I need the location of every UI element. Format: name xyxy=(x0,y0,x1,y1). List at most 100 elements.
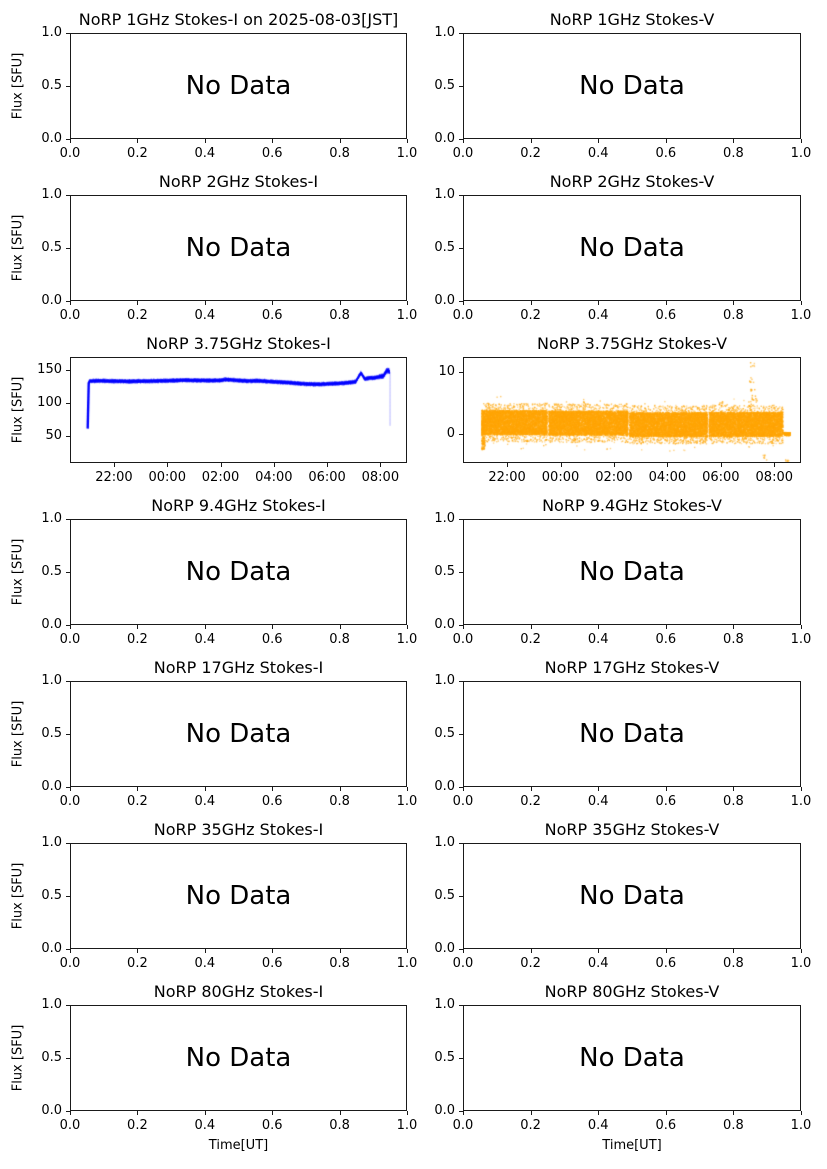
y-tick-mark xyxy=(66,519,70,520)
x-tick-mark xyxy=(463,787,464,791)
x-tick-mark xyxy=(339,625,341,629)
y-tick-mark xyxy=(66,1005,70,1006)
y-tick-mark xyxy=(459,301,463,302)
no-data-label: No Data xyxy=(185,233,292,263)
y-tick-mark xyxy=(459,1005,463,1006)
x-tick-label: 0.8 xyxy=(329,956,350,971)
y-axis-label: Flux [SFU] xyxy=(10,538,26,606)
x-tick-mark xyxy=(70,139,71,143)
x-tick-mark xyxy=(204,625,206,629)
y-tick-mark xyxy=(66,1058,70,1059)
x-tick-label: 1.0 xyxy=(396,956,418,971)
x-tick-mark xyxy=(801,625,802,629)
plot-title: NoRP 1GHz Stokes-V xyxy=(549,10,715,29)
x-tick-mark xyxy=(70,1111,71,1115)
x-tick-label: 0.0 xyxy=(452,956,474,971)
x-tick-mark xyxy=(339,301,341,305)
y-tick-mark xyxy=(459,433,463,435)
plot-title: NoRP 80GHz Stokes-V xyxy=(544,982,720,1001)
x-tick-mark xyxy=(137,625,139,629)
y-tick-label: 1.0 xyxy=(41,997,62,1012)
y-tick-mark xyxy=(459,139,463,140)
x-tick-mark xyxy=(720,463,722,467)
x-tick-mark xyxy=(339,139,341,143)
x-tick-mark xyxy=(407,301,408,305)
x-tick-mark xyxy=(733,139,735,143)
x-tick-label: 0.0 xyxy=(59,308,81,323)
x-tick-mark xyxy=(598,949,600,953)
y-tick-label: 0.0 xyxy=(434,779,455,794)
x-tick-mark xyxy=(733,625,735,629)
plot-axes-box xyxy=(70,1005,407,1111)
x-tick-mark xyxy=(204,301,206,305)
y-tick-label: 1.0 xyxy=(434,25,455,40)
x-tick-mark xyxy=(70,301,71,305)
x-tick-mark xyxy=(665,949,667,953)
x-tick-mark xyxy=(407,1111,408,1115)
y-tick-label: 0 xyxy=(446,425,455,441)
plot-title: NoRP 3.75GHz Stokes-V xyxy=(536,334,728,353)
plot-axes-box xyxy=(463,519,801,625)
x-tick-mark xyxy=(801,949,802,953)
y-tick-label: 1.0 xyxy=(434,187,455,202)
y-tick-label: 50 xyxy=(45,427,62,443)
x-tick-mark xyxy=(801,787,802,791)
x-tick-mark xyxy=(598,625,600,629)
x-tick-label: 06:00 xyxy=(702,470,740,485)
x-tick-mark xyxy=(272,1111,274,1115)
y-tick-label: 10 xyxy=(438,364,455,380)
x-tick-label: 02:00 xyxy=(201,470,240,485)
x-tick-mark xyxy=(272,949,274,953)
x-tick-mark xyxy=(733,301,735,305)
x-tick-label: 1.0 xyxy=(396,146,418,161)
x-tick-mark xyxy=(204,139,206,143)
x-tick-mark xyxy=(463,1111,464,1115)
y-tick-mark xyxy=(66,1111,70,1112)
plot-axes-box xyxy=(463,195,801,301)
x-tick-label: 0.2 xyxy=(127,632,148,647)
x-tick-label: 0.2 xyxy=(520,632,541,647)
x-tick-label: 1.0 xyxy=(396,308,418,323)
plot-axes-box xyxy=(463,33,801,139)
x-tick-label: 08:00 xyxy=(361,470,400,485)
x-tick-label: 0.4 xyxy=(587,632,609,647)
x-tick-mark xyxy=(733,1111,735,1115)
no-data-label: No Data xyxy=(579,71,685,101)
x-tick-mark xyxy=(272,301,274,305)
x-tick-label: 0.6 xyxy=(261,956,283,971)
no-data-label: No Data xyxy=(579,1043,685,1073)
plot-title: NoRP 1GHz Stokes-I on 2025-08-03[JST] xyxy=(78,10,399,29)
x-tick-label: 0.6 xyxy=(655,956,677,971)
y-tick-label: 100 xyxy=(37,394,62,410)
no-data-label: No Data xyxy=(579,557,685,587)
y-tick-mark xyxy=(459,372,463,374)
x-tick-label: 0.6 xyxy=(655,794,677,809)
y-tick-label: 0.5 xyxy=(41,726,62,741)
x-tick-label: 02:00 xyxy=(595,470,633,485)
y-axis-label: Flux [SFU] xyxy=(10,700,26,768)
no-data-label: No Data xyxy=(185,1043,292,1073)
y-tick-mark xyxy=(459,33,463,34)
plot-title: NoRP 17GHz Stokes-I xyxy=(153,658,324,677)
y-tick-mark xyxy=(66,402,70,404)
y-tick-mark xyxy=(459,1058,463,1059)
y-tick-mark xyxy=(459,195,463,196)
plot-axes-box xyxy=(70,681,407,787)
x-tick-mark xyxy=(70,787,71,791)
y-tick-mark xyxy=(66,896,70,897)
y-tick-mark xyxy=(459,1111,463,1112)
plot-title: NoRP 3.75GHz Stokes-I xyxy=(146,334,331,353)
y-tick-label: 0.0 xyxy=(41,1103,62,1118)
x-tick-label: 0.4 xyxy=(194,956,216,971)
x-tick-mark xyxy=(70,949,71,953)
x-tick-label: 22:00 xyxy=(488,470,526,485)
x-tick-label: 1.0 xyxy=(790,308,812,323)
x-tick-mark xyxy=(598,1111,600,1115)
x-tick-label: 0.0 xyxy=(452,308,474,323)
plot-title: NoRP 80GHz Stokes-I xyxy=(153,982,324,1001)
no-data-label: No Data xyxy=(185,557,292,587)
x-tick-label: 0.0 xyxy=(452,632,474,647)
x-tick-mark xyxy=(560,463,562,467)
y-tick-label: 0.5 xyxy=(434,78,455,93)
x-tick-label: 0.8 xyxy=(329,308,350,323)
